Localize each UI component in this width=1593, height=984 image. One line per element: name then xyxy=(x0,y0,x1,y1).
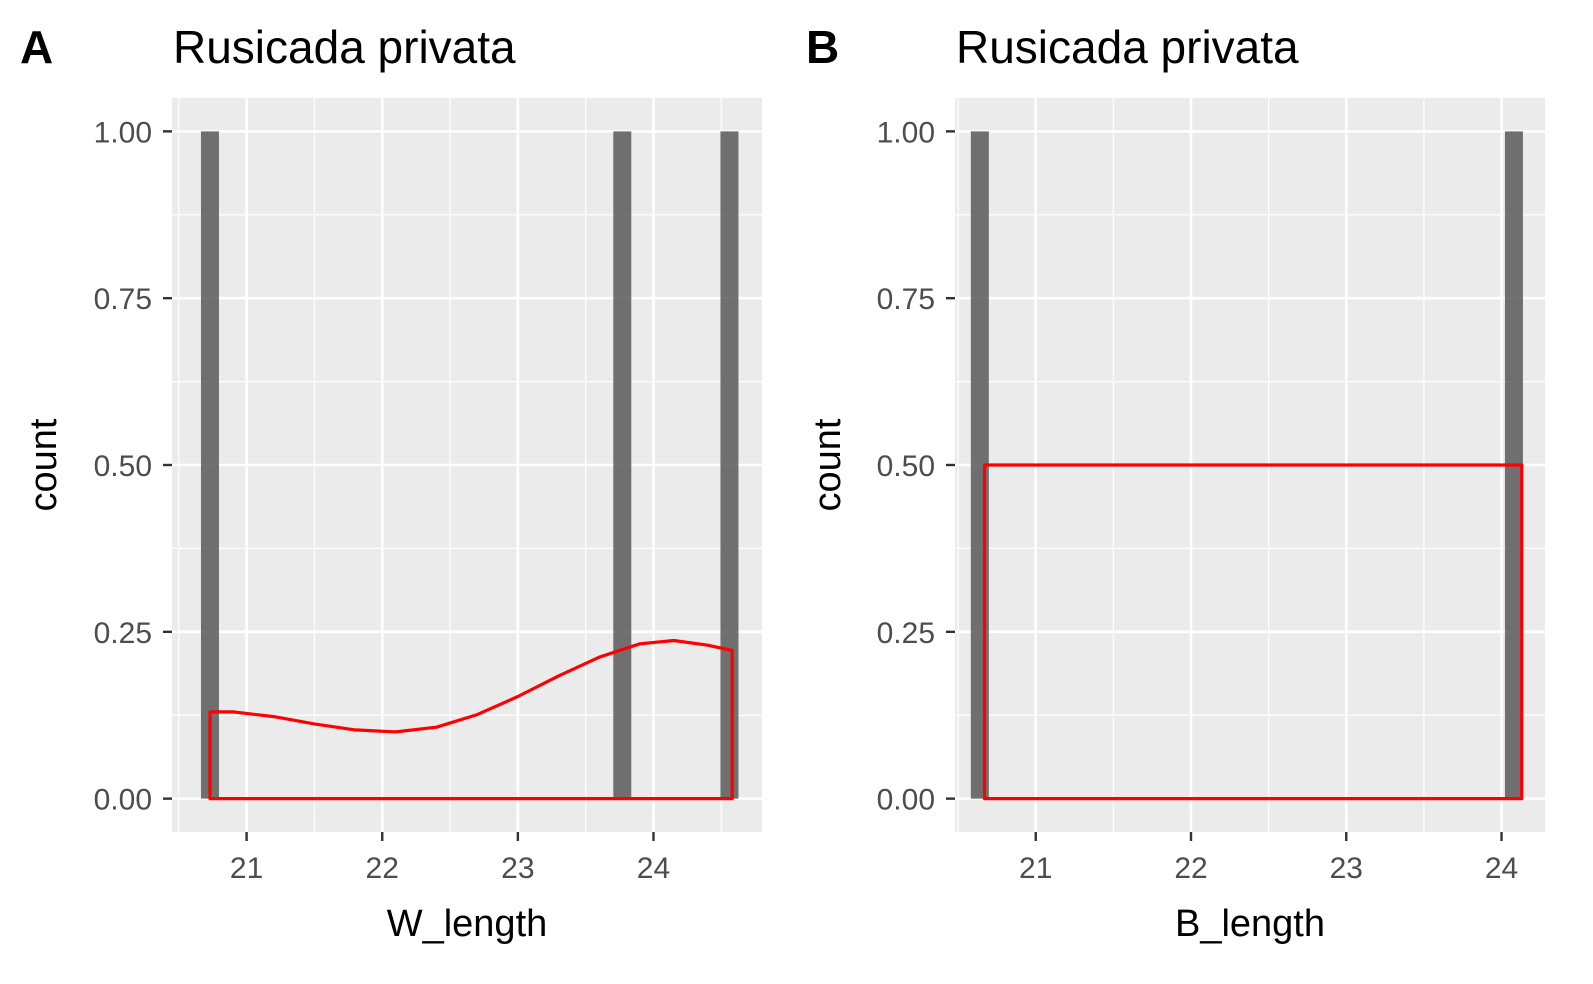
panel-a-density xyxy=(208,638,734,801)
panel-a-y-tick-label: 0.25 xyxy=(94,617,152,650)
panel-b-y-tick-label: 1.00 xyxy=(877,116,935,149)
panel-b-y-tick-label: 0.50 xyxy=(877,450,935,483)
panel-b-y-axis-title: count xyxy=(807,418,849,511)
panel-a-density-curve xyxy=(208,638,734,801)
panel-a-bar-3 xyxy=(720,131,739,799)
panel-a-y-tick-label: 0.00 xyxy=(94,784,152,817)
panel-b-x-tick-label: 21 xyxy=(1019,852,1052,885)
panel-a-x-tick-label: 24 xyxy=(637,852,670,885)
panel-b-axes: 0.00 0.25 0.50 0.75 1.00 21 22 23 24 xyxy=(877,116,1519,885)
panel-a-y-tick-label: 0.50 xyxy=(94,450,152,483)
panel-tag-b: B xyxy=(806,21,839,73)
panel-b-x-tick-label: 24 xyxy=(1485,852,1518,885)
panel-a: A Rusicada privata 0.00 0.25 0.50 0.75 1.00 2… xyxy=(20,21,762,945)
panel-a-y-axis-title: count xyxy=(23,418,65,511)
panel-a-x-axis-title: W_length xyxy=(387,903,548,945)
panel-b-x-tick-label: 23 xyxy=(1330,852,1363,885)
panel-a-axes: 0.00 0.25 0.50 0.75 1.00 21 22 23 24 xyxy=(94,116,671,885)
panel-a-x-tick-label: 22 xyxy=(366,852,399,885)
panel-tag-a: A xyxy=(20,21,53,73)
panel-a-y-tick-label: 0.75 xyxy=(94,283,152,316)
panel-b-title: Rusicada privata xyxy=(956,21,1299,73)
panel-b-y-tick-label: 0.75 xyxy=(877,283,935,316)
panel-b-density xyxy=(982,463,1524,801)
panel-b: B Rusicada privata 0.00 0.25 0.50 0.75 1.00 2… xyxy=(806,21,1545,945)
panel-b-density-curve xyxy=(982,463,1524,801)
panel-a-x-tick-label: 21 xyxy=(230,852,263,885)
panel-b-x-tick-label: 22 xyxy=(1174,852,1207,885)
panel-a-x-tick-label: 23 xyxy=(501,852,534,885)
panel-b-x-axis-title: B_length xyxy=(1175,903,1325,945)
panel-b-y-tick-label: 0.25 xyxy=(877,617,935,650)
panel-b-y-tick-label: 0.00 xyxy=(877,784,935,817)
panel-a-y-tick-label: 1.00 xyxy=(94,116,152,149)
panel-a-bar-1 xyxy=(200,131,219,799)
panel-a-bar-2 xyxy=(613,131,632,799)
panel-a-title: Rusicada privata xyxy=(173,21,516,73)
panel-a-bars xyxy=(200,131,739,799)
